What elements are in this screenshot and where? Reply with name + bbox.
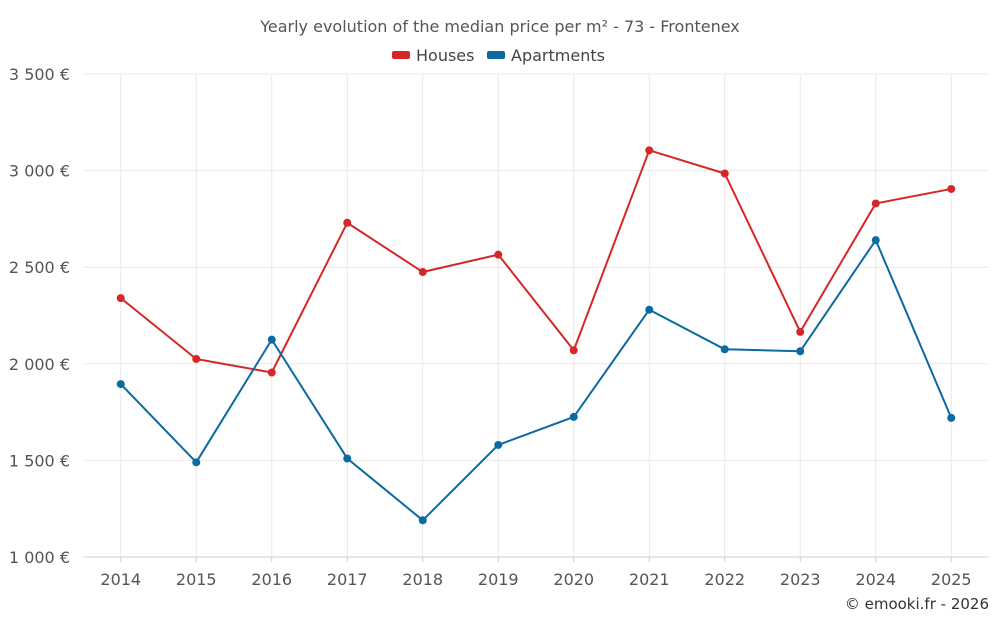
y-tick-label: 1 500 € [9, 451, 70, 470]
legend-label-houses[interactable]: Houses [416, 46, 474, 65]
data-point-apartments[interactable] [343, 454, 352, 463]
data-point-houses[interactable] [494, 250, 503, 259]
data-point-apartments[interactable] [947, 413, 956, 422]
data-point-houses[interactable] [418, 268, 427, 277]
data-point-houses[interactable] [720, 169, 729, 178]
data-point-houses[interactable] [645, 146, 654, 155]
data-point-houses[interactable] [267, 368, 276, 377]
data-point-apartments[interactable] [267, 335, 276, 344]
series-line-houses [120, 149, 952, 374]
data-point-houses[interactable] [192, 354, 201, 363]
legend-label-apartments[interactable]: Apartments [511, 46, 605, 65]
data-point-apartments[interactable] [494, 440, 503, 449]
legend: Houses Apartments [392, 46, 605, 65]
data-point-houses[interactable] [796, 327, 805, 336]
x-tick-label: 2023 [780, 570, 821, 589]
legend-swatch-apartments [487, 51, 505, 59]
legend-swatch-houses [392, 51, 410, 59]
data-point-apartments[interactable] [418, 516, 427, 525]
x-axis: 2014 2015 2016 2017 2018 2019 2020 2021 2022 2023… [100, 557, 972, 589]
x-tick-label: 2015 [176, 570, 217, 589]
data-point-apartments[interactable] [871, 236, 880, 245]
y-tick-label: 3 000 € [9, 162, 70, 181]
data-point-houses[interactable] [343, 218, 352, 227]
data-point-apartments[interactable] [192, 458, 201, 467]
footer-credit: © emooki.fr - 2026 [845, 595, 989, 613]
x-tick-label: 2024 [855, 570, 896, 589]
data-point-apartments[interactable] [796, 347, 805, 356]
data-point-houses[interactable] [947, 184, 956, 193]
y-tick-label: 3 500 € [9, 65, 70, 84]
data-point-apartments[interactable] [116, 380, 125, 389]
x-tick-label: 2021 [629, 570, 670, 589]
data-point-houses[interactable] [569, 346, 578, 355]
y-tick-label: 1 000 € [9, 548, 70, 567]
series-layer [116, 146, 956, 525]
y-gridlines [83, 73, 989, 558]
y-tick-label: 2 500 € [9, 258, 70, 277]
x-tick-label: 2014 [100, 570, 141, 589]
data-point-apartments[interactable] [645, 305, 654, 314]
data-point-houses[interactable] [116, 294, 125, 303]
x-tick-label: 2018 [402, 570, 443, 589]
x-tick-label: 2022 [704, 570, 745, 589]
x-tick-label: 2020 [553, 570, 594, 589]
y-tick-label: 2 000 € [9, 355, 70, 374]
series-line-apartments [120, 239, 953, 522]
data-point-houses[interactable] [871, 199, 880, 208]
data-point-apartments[interactable] [569, 412, 578, 421]
x-gridlines [120, 74, 952, 557]
x-tick-label: 2016 [251, 570, 292, 589]
chart-title: Yearly evolution of the median price per… [259, 17, 740, 36]
data-point-apartments[interactable] [720, 345, 729, 354]
x-tick-label: 2017 [327, 570, 368, 589]
x-tick-label: 2025 [931, 570, 972, 589]
x-tick-label: 2019 [478, 570, 519, 589]
y-axis: 1 000 € 1 500 € 2 000 € 2 500 € 3 000 € 3 500… [9, 65, 70, 567]
